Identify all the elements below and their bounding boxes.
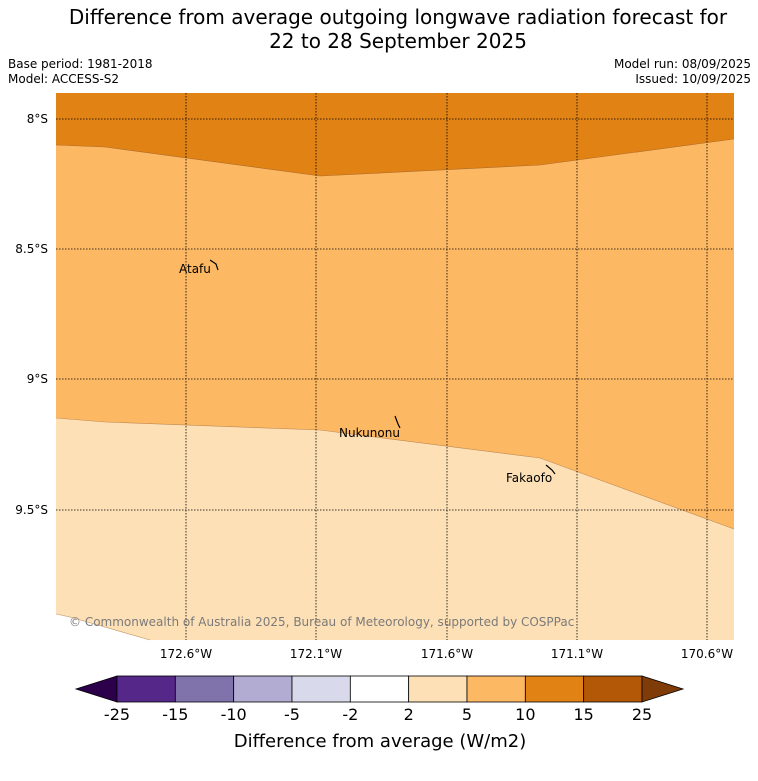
lon-label: 171.6°W <box>421 647 473 661</box>
atafu-coast <box>209 259 219 271</box>
lon-labels: 172.6°W 172.1°W 171.6°W 171.1°W 170.6°W <box>160 647 733 661</box>
lat-labels: 8°S 8.5°S 9°S 9.5°S <box>15 112 48 517</box>
colorbar-tick-label: 25 <box>632 705 652 724</box>
colorbar-swatch <box>524 675 585 703</box>
lat-label: 8.5°S <box>15 242 48 256</box>
issued-date: Issued: 10/09/2025 <box>635 72 751 86</box>
colorbar: -25 -15 -10 -5 -2 2 5 10 15 25 <box>74 675 685 724</box>
colorbar-tick-label: 15 <box>573 705 593 724</box>
colorbar-tick-label: 2 <box>404 705 414 724</box>
title-line-2: 22 to 28 September 2025 <box>269 29 527 53</box>
colorbar-swatch <box>583 675 643 703</box>
colorbar-tick-label: 10 <box>515 705 535 724</box>
meta-left: Base period: 1981-2018 Model: ACCESS-S2 <box>8 57 153 87</box>
model-name: Model: ACCESS-S2 <box>8 72 120 86</box>
islands: Atafu Nukunonu Fakaofo <box>179 259 556 485</box>
copyright: © Commonwealth of Australia 2025, Bureau… <box>69 615 574 629</box>
place-nukunonu: Nukunonu <box>339 426 400 440</box>
colorbar-tick-label: -15 <box>162 705 188 724</box>
lon-label: 170.6°W <box>681 647 733 661</box>
colorbar-swatch <box>116 675 176 703</box>
colorbar-label: Difference from average (W/m2) <box>234 731 526 752</box>
colorbar-tick-label: -10 <box>221 705 247 724</box>
colorbar-extend-high <box>641 675 685 703</box>
title-line-1: Difference from average outgoing longwav… <box>68 5 728 29</box>
place-fakaofo: Fakaofo <box>506 471 552 485</box>
colorbar-tick-label: -2 <box>342 705 358 724</box>
lon-label: 172.1°W <box>290 647 342 661</box>
lon-label: 172.6°W <box>160 647 212 661</box>
colorbar-swatch <box>233 675 293 703</box>
lon-label: 171.1°W <box>551 647 603 661</box>
lat-label: 8°S <box>27 112 48 126</box>
lat-label: 9°S <box>27 372 48 386</box>
colorbar-swatch <box>466 675 526 703</box>
colorbar-tick-label: 5 <box>462 705 472 724</box>
fakaofo-coast <box>545 464 556 475</box>
band-2-5 <box>56 418 734 640</box>
colorbar-extend-low <box>74 675 118 703</box>
gridlines <box>56 93 734 640</box>
contour-10 <box>55 138 735 177</box>
place-atafu: Atafu <box>179 262 211 276</box>
contour-2 <box>55 613 151 641</box>
colorbar-swatch <box>174 675 235 703</box>
nukunonu-coast <box>394 415 401 429</box>
colorbar-swatch <box>349 675 410 703</box>
colorbar-swatch <box>408 675 468 703</box>
colorbar-tick-label: -25 <box>104 705 130 724</box>
colorbar-swatch <box>291 675 351 703</box>
map-field <box>55 93 735 641</box>
contour-5 <box>55 417 735 530</box>
colorbar-tick-label: -5 <box>284 705 300 724</box>
base-period: Base period: 1981-2018 <box>8 57 153 71</box>
model-run: Model run: 08/09/2025 <box>613 57 751 71</box>
title: Difference from average outgoing longwav… <box>0 5 758 53</box>
meta-right: Model run: 08/09/2025 Issued: 10/09/2025 <box>614 57 751 87</box>
lat-label: 9.5°S <box>15 503 48 517</box>
